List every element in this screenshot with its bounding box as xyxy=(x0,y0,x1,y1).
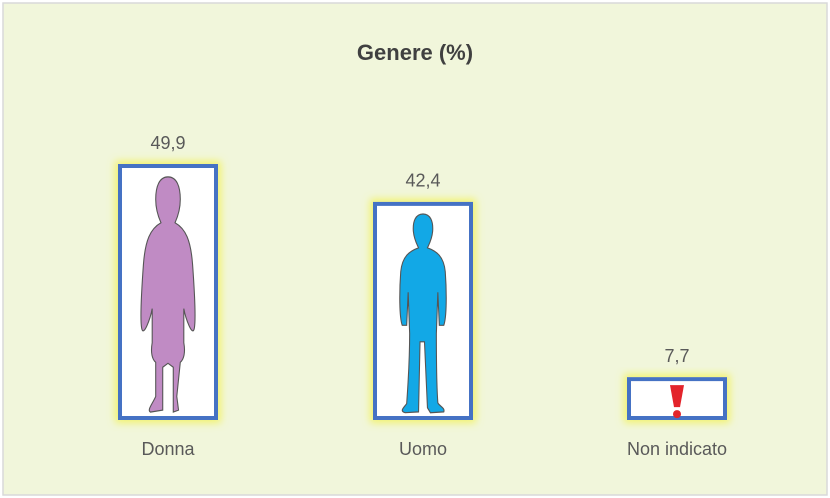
x-tick-label: Uomo xyxy=(399,439,447,459)
x-tick-label: Non indicato xyxy=(627,439,727,459)
woman-icon xyxy=(140,176,196,413)
bar-group xyxy=(627,377,727,420)
man-icon xyxy=(399,213,447,414)
chart-title: Genere (%) xyxy=(357,40,473,65)
bar-group xyxy=(373,201,473,420)
bar-group xyxy=(118,164,218,420)
warning-icon xyxy=(670,385,684,408)
data-label: 42,4 xyxy=(405,171,440,191)
warning-icon-dot xyxy=(673,410,681,419)
x-tick-label: Donna xyxy=(141,439,195,459)
data-label: 49,9 xyxy=(150,133,185,153)
data-label: 7,7 xyxy=(664,346,689,366)
